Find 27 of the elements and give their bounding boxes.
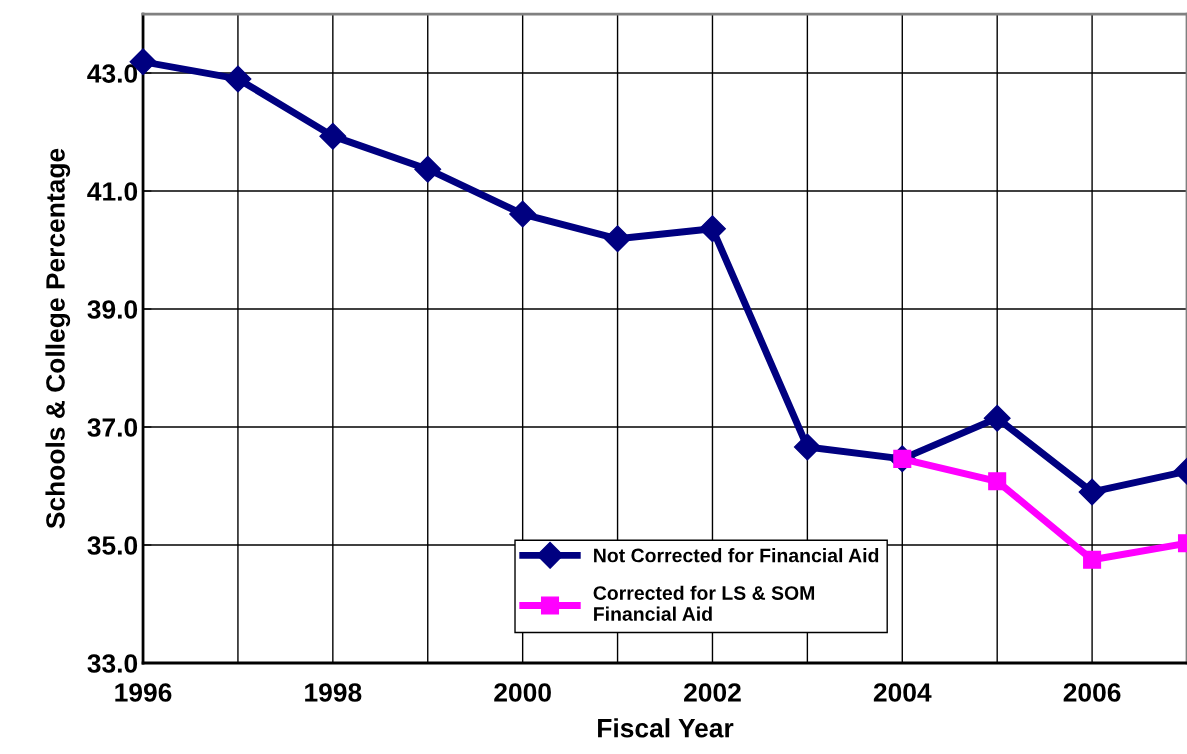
point — [224, 65, 252, 93]
y-tick-label: 39.0 — [87, 300, 138, 319]
point — [604, 225, 632, 253]
point — [983, 404, 1011, 432]
x-tick-label: 2004 — [873, 683, 932, 702]
x-tick-label: 2006 — [1063, 683, 1121, 702]
x-tick-label: 1996 — [115, 683, 172, 702]
point — [793, 433, 821, 461]
y-tick-label: 33.0 — [87, 654, 138, 673]
point — [319, 122, 347, 150]
x-tick-label: 2002 — [684, 683, 741, 702]
point — [988, 472, 1007, 491]
point — [1078, 478, 1106, 506]
point — [414, 155, 442, 183]
y-axis-title: Schools & College Percentage — [45, 148, 71, 529]
y-tick-label: 35.0 — [87, 536, 138, 555]
legend-label: Not Corrected for Financial Aid — [594, 548, 879, 563]
x-tick-label: 1998 — [305, 683, 362, 702]
y-tick-label: 37.0 — [87, 418, 138, 437]
x-axis-title: Fiscal Year — [598, 718, 734, 738]
point — [699, 215, 726, 243]
y-tick-label: 43.0 — [87, 64, 138, 83]
legend-label: Corrected for LS & SOM Financial Aid — [593, 585, 815, 621]
point — [1083, 550, 1102, 569]
y-tick-label: 41.0 — [87, 182, 138, 201]
point — [509, 200, 537, 228]
x-tick-label: 2000 — [494, 683, 551, 702]
